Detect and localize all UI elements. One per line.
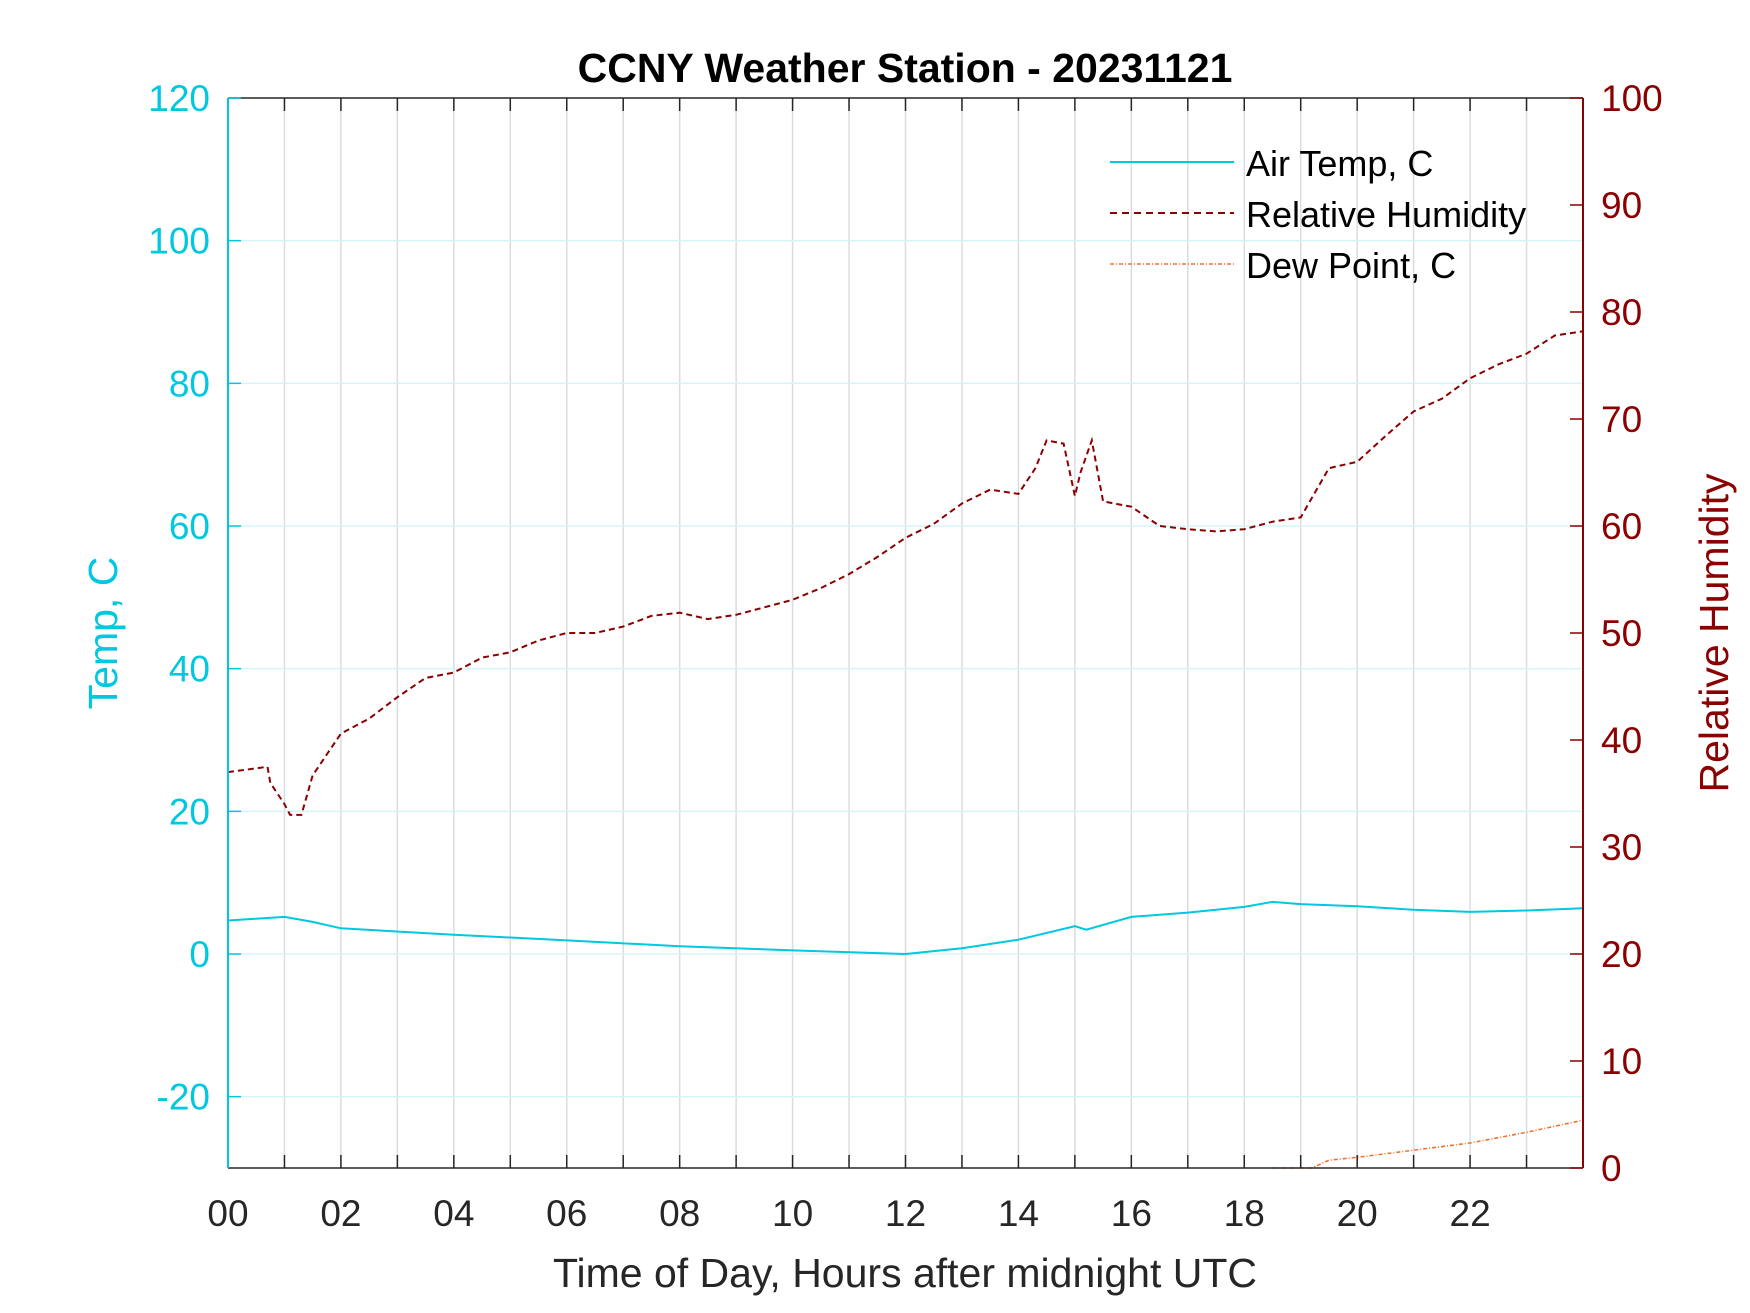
series-line-relative-humidity — [227, 330, 1584, 816]
series-layer — [227, 330, 1584, 1169]
legend-label-air-temp: Air Temp, C — [1246, 143, 1433, 184]
y-axis-right-label: Relative Humidity — [1691, 473, 1737, 792]
y-left-tick-label: -20 — [157, 1077, 210, 1118]
legend-label-rh: Relative Humidity — [1246, 194, 1526, 235]
x-tick-label: 02 — [320, 1193, 361, 1234]
x-tick-label: 20 — [1337, 1193, 1378, 1234]
axes: 00 02 04 06 08 10 12 14 16 18 20 22-200204060801001… — [148, 78, 1662, 1234]
x-tick-label: 00 — [207, 1193, 248, 1234]
y-right-tick-label: 10 — [1601, 1041, 1642, 1082]
y-right-tick-label: 30 — [1601, 827, 1642, 868]
y-left-tick-label: 80 — [169, 363, 210, 404]
x-tick-label: 08 — [659, 1193, 700, 1234]
legend-label-dew: Dew Point, C — [1246, 245, 1456, 286]
y-left-tick-label: 0 — [189, 934, 210, 975]
x-tick-label: 14 — [998, 1193, 1039, 1234]
series-line-dew-point — [1272, 1119, 1584, 1169]
y-right-tick-label: 50 — [1601, 613, 1642, 654]
legend: Air Temp, C Relative Humidity Dew Point,… — [1110, 143, 1526, 286]
y-right-tick-label: 100 — [1601, 78, 1663, 119]
y-left-tick-label: 40 — [169, 649, 210, 690]
chart-title: CCNY Weather Station - 20231121 — [578, 45, 1233, 91]
x-tick-label: 12 — [885, 1193, 926, 1234]
y-left-tick-label: 60 — [169, 506, 210, 547]
x-tick-label: 04 — [433, 1193, 474, 1234]
x-tick-label: 10 — [772, 1193, 813, 1234]
y-right-tick-label: 70 — [1601, 399, 1642, 440]
x-tick-label: 06 — [546, 1193, 587, 1234]
y-right-tick-label: 90 — [1601, 185, 1642, 226]
x-axis-label: Time of Day, Hours after midnight UTC — [553, 1250, 1257, 1296]
y-right-tick-label: 80 — [1601, 292, 1642, 333]
y-right-tick-label: 20 — [1601, 934, 1642, 975]
y-left-tick-label: 120 — [148, 78, 210, 119]
y-right-tick-label: 60 — [1601, 506, 1642, 547]
x-tick-label: 16 — [1111, 1193, 1152, 1234]
y-left-tick-label: 100 — [148, 221, 210, 262]
x-tick-label: 22 — [1450, 1193, 1491, 1234]
y-left-tick-label: 20 — [169, 791, 210, 832]
y-right-tick-label: 40 — [1601, 720, 1642, 761]
x-tick-label: 18 — [1224, 1193, 1265, 1234]
y-right-tick-label: 0 — [1601, 1148, 1622, 1189]
y-axis-left-label: Temp, C — [80, 557, 126, 710]
series-line-air-temp — [227, 900, 1584, 956]
